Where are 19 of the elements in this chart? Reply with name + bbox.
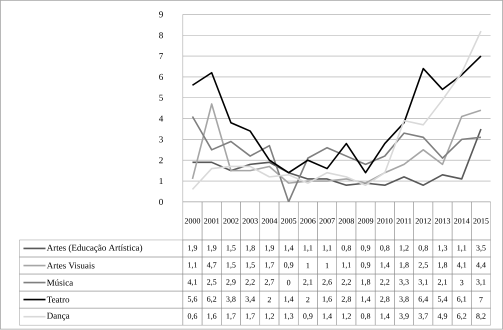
y-tick-label: 3 <box>159 136 163 143</box>
y-tick-label: 6 <box>159 74 164 80</box>
legend-label: Dança <box>46 312 70 321</box>
legend-label: Teatro <box>46 296 70 303</box>
line-series <box>192 103 482 184</box>
y-tick-label: 9 <box>159 12 163 18</box>
line-series <box>192 30 482 190</box>
y-tick-label: 7 <box>159 53 164 60</box>
legend-label: Música <box>46 280 74 286</box>
y-tick-label: 2 <box>159 157 163 164</box>
y-tick-label: 0 <box>159 199 163 206</box>
y-tick-label: 1 <box>160 178 163 184</box>
legend-label: Artes (Educação Artística) <box>46 244 142 253</box>
y-tick-label: 5 <box>159 94 163 101</box>
y-tick-label: 8 <box>159 32 163 39</box>
legend-label: Artes Visuais <box>46 262 95 269</box>
line-series <box>192 128 482 186</box>
line-series <box>192 55 482 174</box>
y-tick-label: 4 <box>158 116 164 122</box>
